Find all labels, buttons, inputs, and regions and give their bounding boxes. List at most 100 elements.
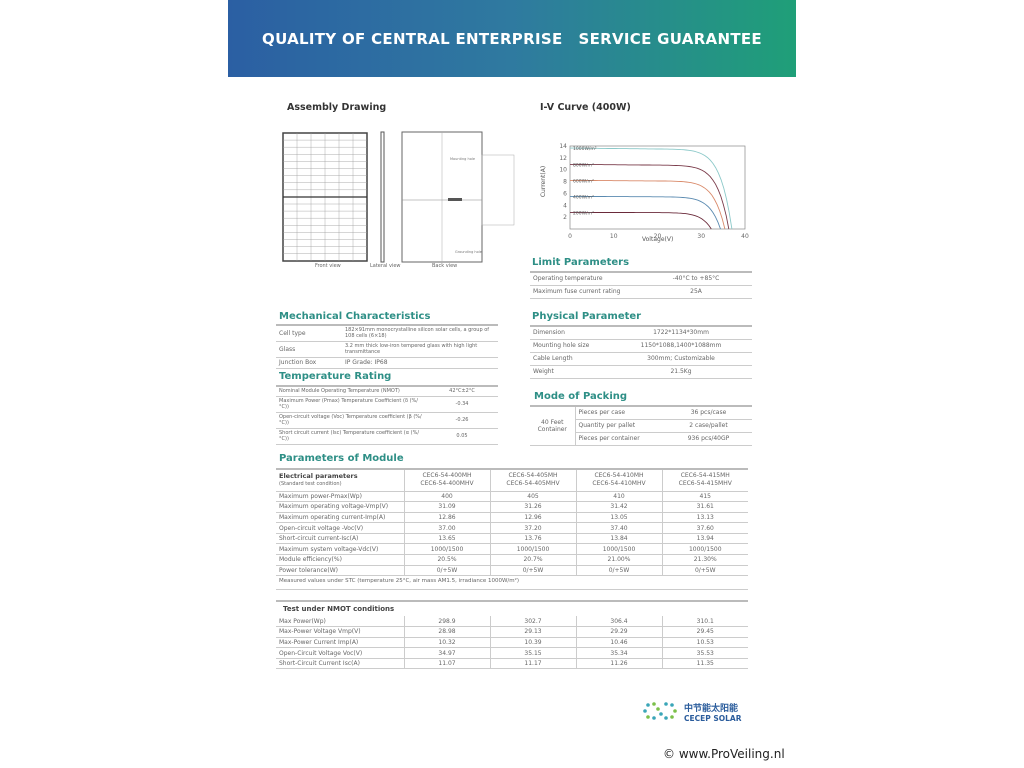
iv-chart: 0 10 20 30 40 2 4 6 8 10 12 14 1000W/m² 800W/m² 600W/m… [559,143,749,240]
cell: 302.7 [490,616,577,628]
back-view-label: Back view [432,263,458,269]
iv-series-line [570,211,712,230]
grounding-hole-label: Grounding hole [455,250,482,254]
cell: 10.46 [576,637,663,649]
cell: 21.00% [576,554,663,566]
cell: Mounting hole size [530,339,610,353]
lateral-view-label: Lateral view [370,263,401,269]
table-row: Glass 3.2 mm thick low-iron tempered glas… [276,341,498,358]
cell: 13.94 [662,533,748,545]
physical-table: Dimension 1722*1134*30mm Mounting hole si… [530,325,752,379]
x-tick-label: 0 [568,233,572,240]
nmot-title: Test under NMOT conditions [283,605,395,613]
table-row: Quantity per pallet 2 case/pallet [530,419,752,433]
cell: IP Grade: IP68 [342,357,498,369]
cell: 37.40 [576,522,663,534]
cell: 35.34 [576,647,663,659]
cell: 12.86 [404,512,491,524]
cell: Maximum fuse current rating [530,285,640,299]
y-tick-label: 12 [559,155,567,162]
cell: 29.45 [662,626,748,638]
table-row: Maximum power-Pmax(Wp) 400 405 410 415 [276,491,748,503]
cell: 410 [576,491,663,503]
cell: Cable Length [530,352,610,366]
model: CEC6-54-410MHV [592,480,646,488]
physical-title: Physical Parameter [532,311,642,322]
cell: 310.1 [662,616,748,628]
table-row: Pieces per container 936 pcs/40GP [530,432,752,446]
cell: Module efficiency(%) [276,554,405,566]
cell: 306.4 [576,616,663,628]
nmot-table: Max Power(Wp) 298.9 302.7 306.4 310.1 Max-Pow… [276,616,748,670]
table-row: Maximum operating voltage-Vmp(V) 31.09 31.… [276,501,748,513]
cell: 1000/1500 [662,543,748,556]
cell: 10.39 [490,637,577,649]
table-row: 40 Feet Container Pieces per case 36 pcs/c… [530,406,752,446]
table-row: Short-circuit current-Isc(A) 13.65 13.76 13… [276,533,748,545]
y-tick-label: 8 [563,179,567,186]
y-tick-label: 4 [563,202,567,209]
table-row: Max Power(Wp) 298.9 302.7 306.4 310.1 [276,616,748,628]
x-tick-label: 40 [741,233,749,240]
cell: Maximum system voltage-Vdc(V) [276,543,405,556]
cell: Glass [276,341,342,358]
front-view-label: Front view [315,263,341,269]
temperature-table: Nominal Module Operating Temperature (NM… [276,385,498,445]
table-row: Maximum Power (Pmax) Temperature Coeffic… [276,396,498,413]
cell: 21.30% [662,554,748,566]
model: CEC6-54-415MH [680,472,730,480]
mechanical-table: Cell type 182×91mm monocrystalline silico… [276,324,498,369]
table-row: Dimension 1722*1134*30mm [530,326,752,340]
cell: Maximum operating current-Imp(A) [276,512,405,524]
cell: Nominal Module Operating Temperature (NM… [276,386,426,397]
cell: Weight [530,365,610,379]
cell: 37.20 [490,522,577,534]
mounting-hole-label: Mounting hole [450,157,475,161]
model: CEC6-54-400MH [422,472,472,480]
cell: 0/+5W [490,565,577,577]
cell: Max-Power Voltage Vmp(V) [276,626,405,638]
iv-ylabel: Current(A) [540,165,548,198]
cell: 400 [404,491,491,503]
plot-frame [569,145,746,230]
series-label: 1000W/m² [573,146,597,152]
cell: 0.05 [426,428,498,445]
cell: 37.60 [662,522,748,534]
cell: 21.5Kg [610,365,752,379]
cell: 12.96 [490,512,577,524]
table-row: Open-circuit voltage -Voc(V) 37.00 37.20 37… [276,522,748,534]
cell: Quantity per pallet [575,419,665,433]
cell: Cell type [276,325,342,342]
cell: 20.5% [404,554,491,566]
table-row: Max-Power Current Imp(A) 10.32 10.39 10.46 1… [276,637,748,649]
table-row: Maximum system voltage-Vdc(V) 1000/1500 10… [276,543,748,556]
cell: 182×91mm monocrystalline silicon solar c… [342,325,498,342]
cell: 25A [640,285,752,299]
params-table: Electrical parameters (Standard test cond… [276,468,748,577]
cell: 0/+5W [404,565,491,577]
cell: 1000/1500 [404,543,491,556]
iv-xlabel: Voltage(V) [642,236,674,243]
cell: 31.09 [404,501,491,513]
cell: 13.76 [490,533,577,545]
cell: Maximum power-Pmax(Wp) [276,491,405,503]
cell: (Standard test condition) [279,481,342,488]
iv-series-line [570,163,730,230]
cell: 405 [490,491,577,503]
model: CEC6-54-405MHV [506,480,560,488]
cell: 40 Feet Container [530,406,576,446]
series-label: 200W/m² [573,210,594,216]
logo-en: CECEP SOLAR [684,714,742,723]
cell: 29.13 [490,626,577,638]
cell: 3.2 mm thick low-iron tempered glass wit… [342,341,498,358]
assembly-drawing [282,131,515,263]
banner: QUALITY OF CENTRAL ENTERPRISE SERVICE GU… [228,0,796,77]
cell: Operating temperature [530,272,640,286]
cell: 10.53 [662,637,748,649]
cell: 2 case/pallet [665,419,752,433]
cell: Open-Circuit Voltage Voc(V) [276,647,405,659]
cell: -40°C to +85°C [640,272,752,286]
table-row: Max-Power Voltage Vmp(V) 28.98 29.13 29.29 2… [276,626,748,638]
cell: Open-circuit voltage (Voc) Temperature c… [276,412,426,429]
cell: 13.05 [576,512,663,524]
